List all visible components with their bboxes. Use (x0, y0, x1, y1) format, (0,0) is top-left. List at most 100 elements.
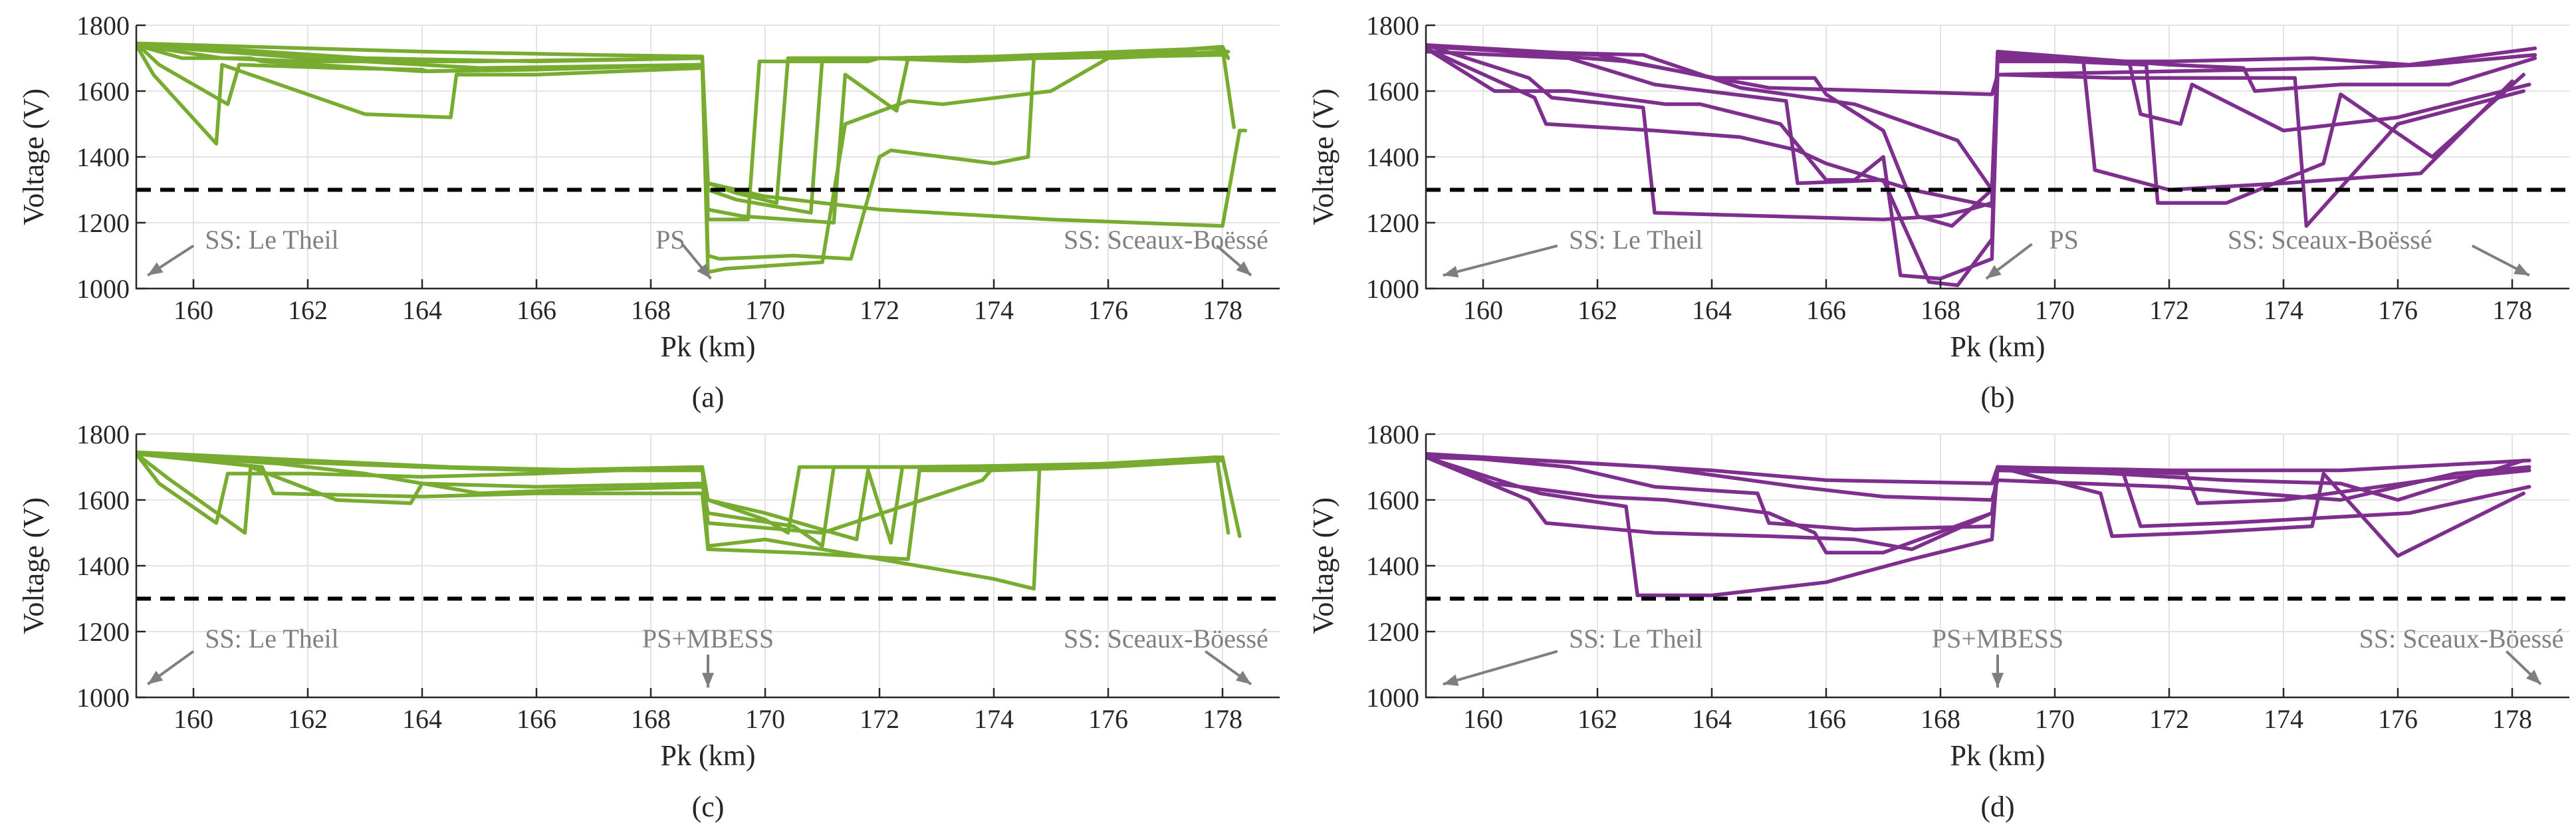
annotation-label: SS: Sceaux-Böessé (2359, 624, 2564, 654)
x-axis-label: Pk (km) (661, 330, 756, 363)
series-line-5 (136, 451, 1225, 561)
series-line-4 (136, 43, 1225, 225)
annotation-arrow-head (702, 673, 714, 688)
x-tick-label: 170 (745, 704, 785, 734)
y-tick-label: 1400 (1366, 142, 1419, 172)
x-tick-label: 164 (402, 704, 442, 734)
subfigure-caption: (c) (692, 790, 725, 823)
x-tick-label: 168 (1921, 295, 1960, 325)
x-tick-label: 166 (517, 295, 556, 325)
y-tick-label: 1200 (76, 617, 130, 647)
y-tick-label: 1200 (1366, 208, 1419, 238)
annotation-arrow-head (1986, 265, 2002, 279)
y-tick-label: 1400 (76, 142, 130, 172)
y-tick-label: 1200 (1366, 617, 1419, 647)
annotation-arrow-shaft (1443, 244, 1558, 277)
y-tick-label: 1800 (76, 11, 130, 41)
x-tick-label: 160 (1463, 704, 1503, 734)
annotation-arrow-head (148, 262, 164, 276)
x-tick-label: 166 (517, 704, 556, 734)
x-tick-label: 172 (860, 704, 899, 734)
x-tick-label: 174 (2264, 704, 2303, 734)
x-tick-label: 174 (2264, 295, 2303, 325)
x-axis-label: Pk (km) (1950, 739, 2046, 772)
x-tick-label: 164 (1692, 704, 1732, 734)
x-tick-label: 178 (2492, 704, 2532, 734)
x-tick-label: 166 (1806, 704, 1846, 734)
annotation-label: SS: Sceaux-Böessé (1064, 624, 1268, 654)
x-tick-label: 170 (745, 295, 785, 325)
x-tick-label: 178 (2492, 295, 2532, 325)
y-tick-label: 1400 (1366, 551, 1419, 581)
series-line-7 (1426, 45, 2537, 192)
x-tick-label: 172 (860, 295, 899, 325)
x-tick-label: 160 (1463, 295, 1503, 325)
y-tick-label: 1800 (76, 419, 130, 449)
y-axis-label: Voltage (V) (17, 497, 50, 634)
x-tick-label: 170 (2035, 295, 2075, 325)
x-tick-label: 168 (631, 704, 671, 734)
x-tick-label: 176 (1088, 704, 1128, 734)
y-tick-label: 1000 (76, 683, 130, 713)
panel-a: 160 162 164 166 168 170 172 174 176 178 1000 1200 14… (17, 11, 1280, 414)
series-line-1 (1426, 43, 2514, 221)
y-axis-label: Voltage (V) (1307, 497, 1340, 634)
y-tick-label: 1600 (76, 485, 130, 515)
annotation-label: PS+MBESS (642, 624, 774, 654)
annotation-arrow-head (1443, 265, 1459, 278)
x-tick-label: 174 (974, 704, 1014, 734)
subfigure-caption: (d) (1980, 790, 2014, 823)
x-tick-label: 168 (631, 295, 671, 325)
series-line-3 (136, 451, 1225, 548)
x-tick-label: 164 (402, 295, 442, 325)
x-tick-label: 178 (1203, 704, 1242, 734)
subfigure-caption: (b) (1980, 381, 2014, 414)
y-tick-label: 1600 (1366, 76, 1419, 106)
x-tick-label: 162 (1578, 704, 1617, 734)
subfigure-caption: (a) (692, 381, 725, 414)
annotation-arrow-head (1992, 673, 2004, 688)
annotation-label: SS: Le Theil (1569, 624, 1702, 654)
x-tick-label: 172 (2149, 704, 2189, 734)
series-line-4 (136, 451, 1225, 545)
series-line-3 (1426, 46, 2525, 281)
annotation-label: SS: Le Theil (205, 624, 338, 654)
x-tick-label: 166 (1806, 295, 1846, 325)
x-tick-label: 176 (1088, 295, 1128, 325)
y-tick-label: 1000 (1366, 683, 1419, 713)
annotation-label: SS: Sceaux-Boëssé (1064, 225, 1268, 255)
x-tick-label: 178 (1203, 295, 1242, 325)
series-line-3 (1426, 455, 2531, 554)
x-axis-label: Pk (km) (661, 739, 756, 772)
x-tick-label: 160 (174, 704, 213, 734)
annotation-arrow-head (2514, 263, 2529, 276)
series-line-7 (136, 41, 1230, 221)
y-tick-label: 1600 (76, 76, 130, 106)
x-tick-label: 174 (974, 295, 1014, 325)
x-tick-label: 162 (288, 704, 328, 734)
series-line-6 (1426, 455, 2531, 502)
y-tick-label: 1000 (76, 274, 130, 304)
series-line-3 (136, 43, 1230, 215)
annotation-arrow-head (1236, 261, 1251, 276)
panel-b: 160 162 164 166 168 170 172 174 176 178 1000 1200 14… (1307, 11, 2569, 414)
x-tick-label: 176 (2378, 704, 2418, 734)
x-tick-label: 162 (288, 295, 328, 325)
y-tick-label: 1600 (1366, 485, 1419, 515)
y-tick-label: 1200 (76, 208, 130, 238)
y-tick-label: 1000 (1366, 274, 1419, 304)
annotation-arrow-shaft (1443, 650, 1558, 686)
x-tick-label: 172 (2149, 295, 2189, 325)
x-tick-label: 164 (1692, 295, 1732, 325)
series-group (1426, 43, 2537, 287)
series-group (136, 450, 1242, 591)
series-line-2 (1426, 46, 2531, 209)
panel-c: 160 162 164 166 168 170 172 174 176 178 1000 1200 14… (17, 419, 1280, 823)
x-tick-label: 160 (174, 295, 213, 325)
annotation-label: PS (655, 225, 685, 255)
y-tick-label: 1800 (1366, 419, 1419, 449)
y-axis-label: Voltage (V) (1307, 88, 1340, 225)
x-tick-label: 162 (1578, 295, 1617, 325)
series-line-6 (136, 450, 1225, 535)
